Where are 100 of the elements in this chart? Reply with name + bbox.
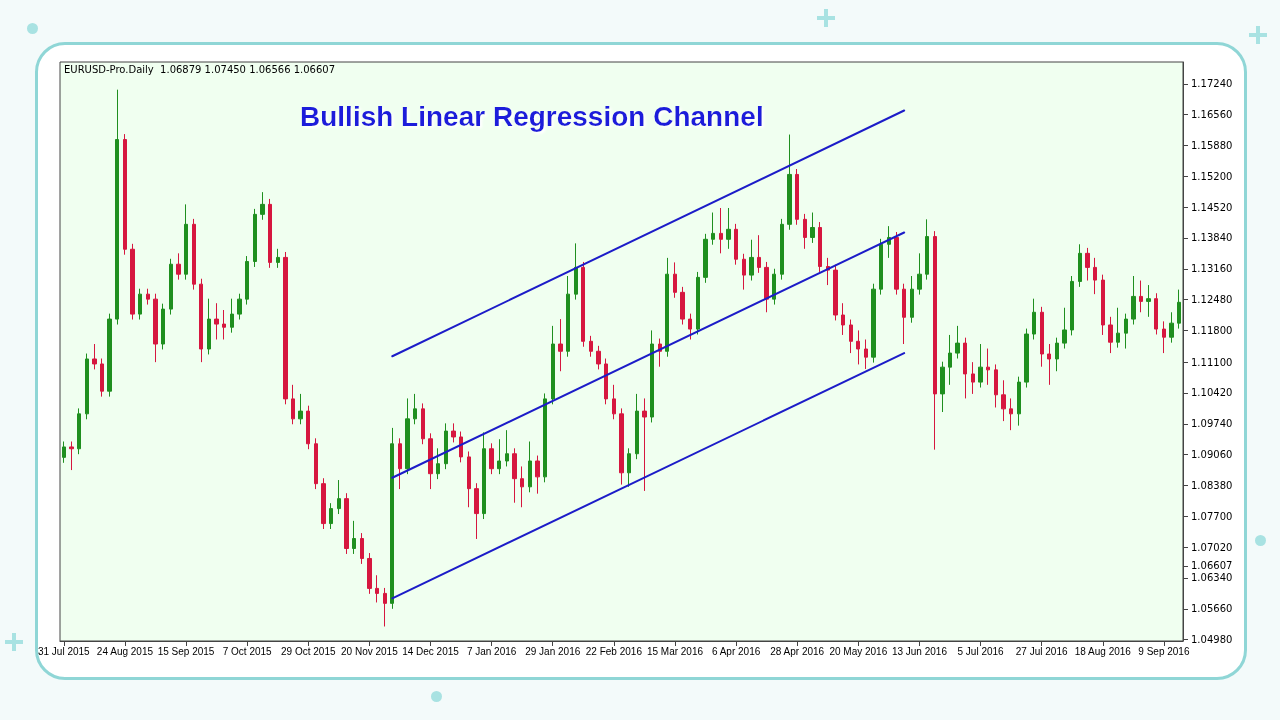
candlestick <box>772 268 776 306</box>
x-tick-label: 29 Oct 2015 <box>281 645 336 657</box>
candlestick <box>1017 376 1021 427</box>
candlestick <box>497 438 501 475</box>
candlestick <box>1085 247 1090 282</box>
candlestick <box>352 520 356 555</box>
candlestick <box>1055 337 1059 372</box>
candlestick <box>650 329 654 423</box>
candlestick <box>199 278 203 363</box>
candlestick <box>963 337 967 399</box>
candlestick <box>329 502 333 530</box>
candlestick <box>604 358 608 405</box>
candlestick <box>673 261 677 299</box>
candlestick <box>787 134 792 231</box>
candlestick <box>62 441 66 464</box>
candlestick <box>948 334 952 386</box>
candlestick <box>917 252 922 296</box>
candlestick <box>574 242 578 301</box>
candlestick <box>390 427 394 610</box>
candlestick <box>1154 292 1158 335</box>
candlestick <box>298 393 303 425</box>
candlestick <box>321 477 326 530</box>
candlestick <box>688 313 692 340</box>
y-tick-label: 1.13840 <box>1191 232 1233 244</box>
candlestick <box>833 264 838 321</box>
candlestick <box>1078 243 1082 288</box>
candlestick <box>757 234 761 274</box>
x-tick-label: 20 Nov 2015 <box>341 645 399 657</box>
candlestick <box>955 325 960 360</box>
candlestick <box>428 432 433 490</box>
candlestick <box>1169 311 1174 344</box>
candlestick <box>558 318 563 372</box>
x-tick-label: 14 Dec 2015 <box>402 645 460 657</box>
candlestick <box>230 298 234 334</box>
candlestick <box>971 361 975 395</box>
candlestick <box>871 283 876 364</box>
candlestick <box>482 431 486 520</box>
candlestick <box>627 447 631 488</box>
candlestick <box>726 207 731 250</box>
candlestick <box>245 255 249 306</box>
candlestick <box>612 384 616 420</box>
candlestick <box>978 343 983 389</box>
candlestick <box>283 251 288 405</box>
candlestick <box>92 343 97 370</box>
candlestick <box>505 429 509 467</box>
x-tick-label: 18 Aug 2016 <box>1074 645 1132 657</box>
candlestick <box>1108 316 1113 354</box>
candlestick <box>879 238 883 296</box>
candlestick <box>260 191 265 221</box>
y-tick-label: 1.10420 <box>1191 387 1233 399</box>
candlestick <box>894 231 899 296</box>
candlestick <box>253 208 257 268</box>
x-tick-label: 9 Sep 2016 <box>1138 645 1190 657</box>
candlestick <box>734 223 738 266</box>
candlestick <box>107 313 112 398</box>
x-tick-label: 22 Feb 2016 <box>585 645 643 657</box>
candlestick <box>849 319 853 354</box>
candlestick <box>459 431 463 463</box>
x-tick-label: 31 Jul 2015 <box>37 645 91 657</box>
candlestick <box>291 384 295 425</box>
y-tick-label: 1.06340 <box>1191 572 1233 584</box>
candlestick <box>115 89 119 326</box>
candlestick <box>719 207 723 254</box>
candlestick <box>512 447 517 504</box>
candlestick <box>551 325 555 405</box>
candlestick <box>130 243 135 321</box>
candlestick <box>596 345 601 370</box>
y-tick-label: 1.17240 <box>1191 78 1233 90</box>
candlestick <box>642 397 647 492</box>
candlestick <box>176 252 181 281</box>
y-tick-label: 1.11100 <box>1191 356 1233 368</box>
y-tick-label: 1.14520 <box>1191 201 1233 213</box>
candlestick <box>1001 379 1006 422</box>
candlestick <box>742 253 746 291</box>
candlestick <box>421 402 425 445</box>
y-tick-label: 1.09060 <box>1191 449 1233 461</box>
candlestick <box>1047 343 1051 386</box>
y-tick-label: 1.12480 <box>1191 294 1233 306</box>
candlestick <box>711 212 715 246</box>
candlestick <box>910 275 914 324</box>
x-tick-label: 15 Mar 2016 <box>646 645 704 657</box>
candlestick <box>451 422 456 443</box>
candlestick <box>696 271 700 335</box>
candlestick <box>619 407 624 486</box>
candlestick <box>1093 257 1097 295</box>
candlestick <box>803 213 807 250</box>
y-tick-label: 1.06607 <box>1191 560 1233 572</box>
candlestick <box>268 198 272 269</box>
x-tick-label: 5 Jul 2016 <box>957 645 1005 657</box>
candlestick <box>1131 275 1136 326</box>
candlestick <box>1162 320 1166 354</box>
y-tick-label: 1.07020 <box>1191 541 1233 553</box>
x-tick-label: 13 Jun 2016 <box>891 645 948 657</box>
y-tick-label: 1.11800 <box>1191 324 1233 336</box>
candlestick <box>764 261 769 313</box>
candlestick <box>184 203 188 281</box>
candlestick <box>222 309 226 340</box>
candlestick <box>161 303 165 350</box>
x-tick-label: 28 Apr 2016 <box>770 645 825 657</box>
candlestick <box>444 422 448 470</box>
